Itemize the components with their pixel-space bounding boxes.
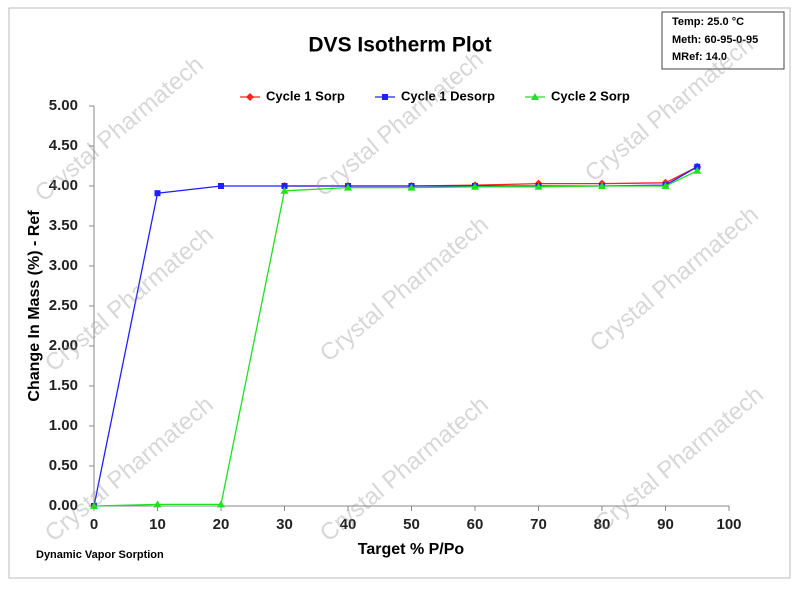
y-tick-label: 3.00 [49, 257, 78, 274]
y-tick-label: 0.00 [49, 497, 78, 514]
y-tick-label: 5.00 [49, 97, 78, 114]
x-axis-label: Target % P/Po [358, 541, 465, 558]
marker [246, 93, 254, 101]
x-tick-label: 0 [90, 516, 98, 533]
y-tick-label: 1.00 [49, 417, 78, 434]
x-tick-label: 40 [340, 516, 357, 533]
info-box [661, 11, 785, 70]
marker [280, 186, 289, 194]
marker [471, 182, 479, 190]
x-tick-label: 30 [276, 516, 293, 533]
chart-frame [8, 7, 791, 579]
y-tick-label: 4.50 [49, 137, 78, 154]
marker [154, 190, 161, 197]
footer: Dynamic Vapor Sorption [36, 549, 164, 561]
marker [90, 502, 98, 509]
y-axis-label: Change In Mass (%) - Ref [26, 210, 43, 402]
marker [598, 182, 606, 189]
marker [281, 183, 288, 189]
y-tick-label: 0.50 [49, 457, 78, 474]
x-tick-label: 60 [467, 516, 484, 533]
x-tick-label: 80 [594, 516, 611, 533]
x-tick-label: 70 [530, 516, 547, 533]
x-tick-label: 100 [716, 516, 741, 533]
marker [407, 183, 416, 191]
info-text: MRef: 14.0 [672, 51, 727, 63]
marker [531, 93, 539, 100]
info-text: Meth: 60-95-0-95 [672, 34, 758, 46]
y-tick-label: 3.50 [49, 217, 78, 234]
x-tick-label: 50 [403, 516, 420, 533]
legend-label: Cycle 1 Desorp [401, 88, 495, 103]
y-tick-label: 2.00 [49, 337, 78, 354]
marker [382, 94, 388, 100]
marker [344, 183, 352, 191]
legend-label: Cycle 2 Sorp [551, 88, 630, 103]
info-text: Temp: 25.0 °C [672, 16, 744, 28]
x-tick-label: 90 [657, 516, 674, 533]
marker [217, 500, 225, 508]
marker [153, 500, 162, 508]
x-tick-label: 20 [213, 516, 230, 533]
legend-label: Cycle 1 Sorp [266, 88, 345, 103]
y-tick-label: 1.50 [49, 377, 78, 394]
y-tick-label: 2.50 [49, 297, 78, 314]
marker [693, 166, 702, 174]
chart-title: DVS Isotherm Plot [308, 34, 491, 57]
marker [218, 183, 224, 189]
y-tick-label: 4.00 [49, 177, 78, 194]
marker [534, 182, 543, 190]
x-tick-label: 10 [149, 516, 166, 533]
marker [661, 182, 670, 189]
